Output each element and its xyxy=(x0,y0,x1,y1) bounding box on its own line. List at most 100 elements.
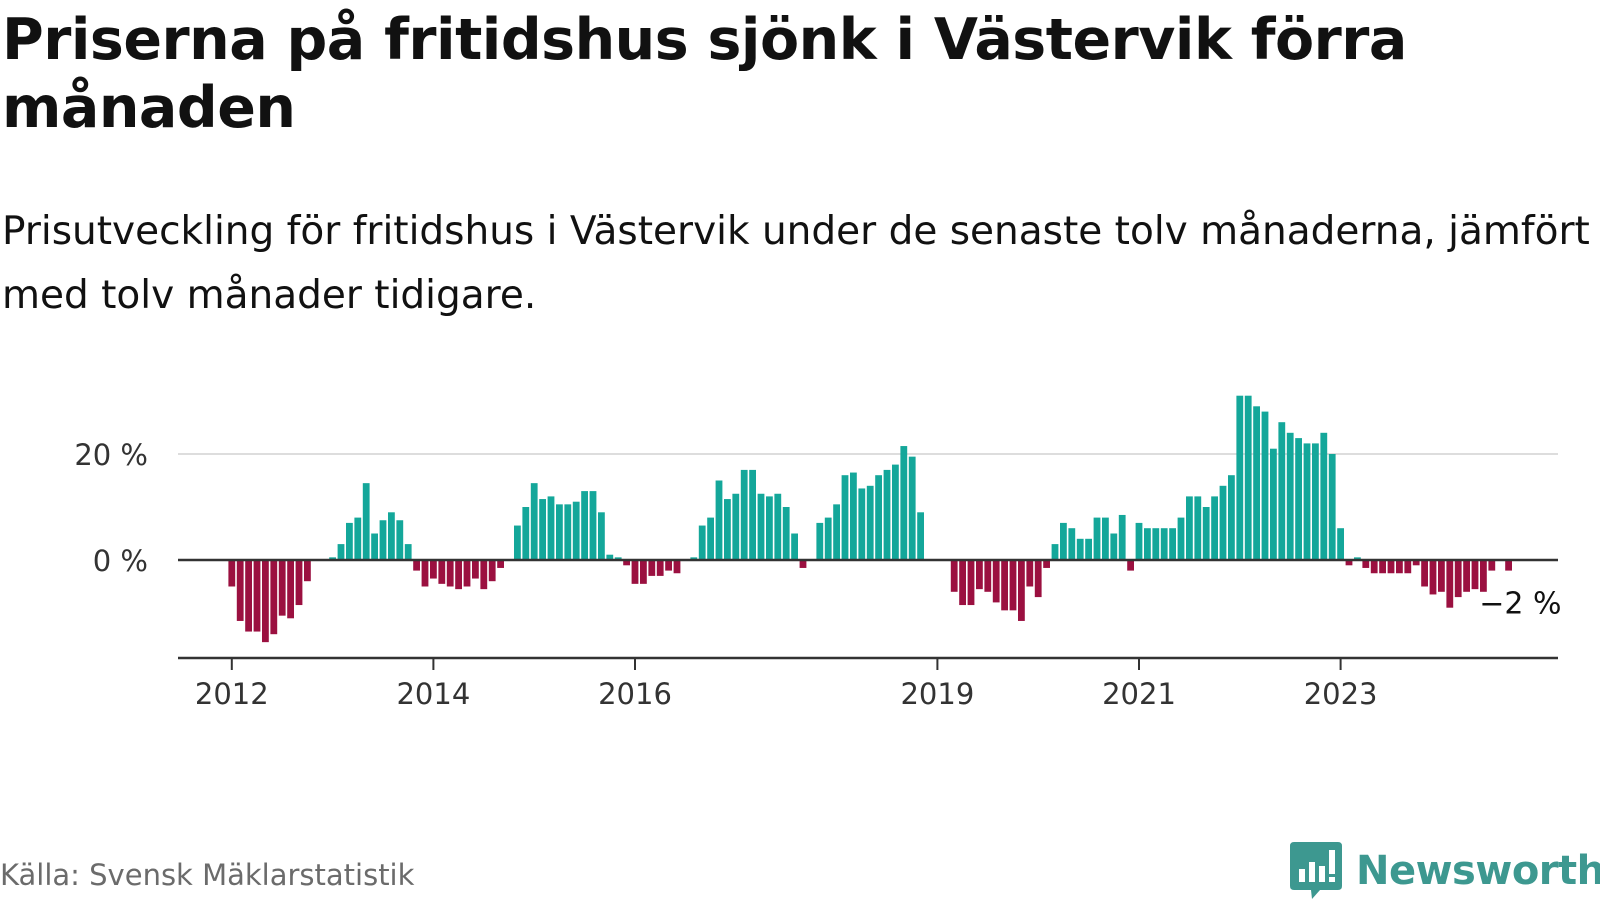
bar xyxy=(1328,454,1336,560)
bar xyxy=(1286,432,1294,560)
bar xyxy=(1236,395,1244,560)
bar xyxy=(824,517,832,560)
bar xyxy=(992,560,1000,603)
y-tick-label: 0 % xyxy=(93,544,148,578)
bar xyxy=(463,560,471,587)
bar xyxy=(757,493,765,560)
bar xyxy=(270,560,278,635)
bar xyxy=(1102,517,1109,560)
bar xyxy=(648,560,656,576)
bar xyxy=(1160,528,1168,560)
bar xyxy=(589,491,597,560)
bar xyxy=(892,464,899,560)
bar xyxy=(522,507,530,560)
bar xyxy=(1387,560,1395,574)
bar xyxy=(262,560,269,643)
bar xyxy=(1144,528,1151,560)
bar xyxy=(287,560,294,619)
y-tick-label: 20 % xyxy=(74,438,148,472)
chart-title: Priserna på fritidshus sjönk i Västervik… xyxy=(2,7,1407,141)
bar xyxy=(396,520,404,560)
bar xyxy=(1244,395,1252,560)
bar xyxy=(1295,438,1302,560)
bar xyxy=(833,504,840,560)
bar xyxy=(740,469,748,560)
bar xyxy=(530,483,538,560)
bar xyxy=(1354,557,1361,560)
chart-subtitle: Prisutveckling för fritidshus i Västervi… xyxy=(2,209,1590,318)
bar xyxy=(782,507,790,560)
brand-logo: Newsworthy xyxy=(1290,842,1600,900)
bar xyxy=(1026,560,1034,587)
bar xyxy=(656,560,664,576)
bar xyxy=(564,504,572,560)
bar xyxy=(1085,538,1092,560)
bar xyxy=(875,475,882,560)
bar xyxy=(850,472,857,560)
bar xyxy=(976,560,983,590)
bar xyxy=(278,560,286,616)
bar xyxy=(774,493,782,560)
bar xyxy=(472,560,479,579)
bar xyxy=(631,560,639,584)
bar xyxy=(572,501,580,560)
bar xyxy=(1471,560,1479,590)
bar xyxy=(1135,522,1143,560)
bar xyxy=(606,554,614,560)
bar xyxy=(497,560,504,568)
bar xyxy=(1429,560,1437,595)
bar xyxy=(707,517,714,560)
bar xyxy=(1278,422,1286,560)
brand-name: Newsworthy xyxy=(1356,848,1600,894)
bar xyxy=(1446,560,1454,608)
bar xyxy=(1202,507,1210,560)
bar xyxy=(799,560,807,568)
bar xyxy=(1127,560,1134,571)
bar xyxy=(816,522,824,560)
bar xyxy=(245,560,252,632)
bar xyxy=(1362,560,1370,568)
bar xyxy=(598,512,605,560)
bar xyxy=(1253,406,1260,560)
x-tick-label: 2021 xyxy=(1102,677,1176,711)
bar xyxy=(1219,485,1227,560)
bar xyxy=(295,560,303,606)
bar xyxy=(1463,560,1470,592)
x-tick-label: 2016 xyxy=(598,677,672,711)
bar-chart: 0 % 20 % 2012 2014 2016 2019 2021 2023 −2 % xyxy=(74,395,1561,711)
bar xyxy=(236,560,244,621)
bar xyxy=(413,560,420,571)
bar xyxy=(1303,443,1311,560)
bar xyxy=(1370,560,1378,574)
bar xyxy=(614,557,622,560)
bar xyxy=(1051,544,1059,560)
bar xyxy=(1337,528,1344,560)
bar xyxy=(337,544,345,560)
bar xyxy=(228,560,236,587)
source-note: Källa: Svensk Mäklarstatistik xyxy=(0,858,415,892)
bar xyxy=(1505,560,1512,571)
bar xyxy=(640,560,647,584)
bar xyxy=(715,480,723,560)
bar xyxy=(984,560,992,592)
end-value-label: −2 % xyxy=(1479,587,1561,622)
bar xyxy=(1312,443,1319,560)
bar xyxy=(732,493,740,560)
bar xyxy=(1018,560,1025,621)
bar xyxy=(623,560,630,566)
bar xyxy=(480,560,488,590)
bar xyxy=(858,488,866,560)
bar xyxy=(917,512,924,560)
bar xyxy=(329,557,336,560)
x-tick-label: 2023 xyxy=(1304,677,1378,711)
bar xyxy=(1396,560,1403,574)
bar xyxy=(791,533,798,560)
bar xyxy=(1118,514,1126,560)
bar xyxy=(1228,475,1235,560)
bar xyxy=(547,496,555,560)
bar xyxy=(1034,560,1042,598)
bar xyxy=(959,560,966,606)
bar xyxy=(371,533,378,560)
bar xyxy=(1001,560,1008,611)
bar xyxy=(698,525,706,560)
